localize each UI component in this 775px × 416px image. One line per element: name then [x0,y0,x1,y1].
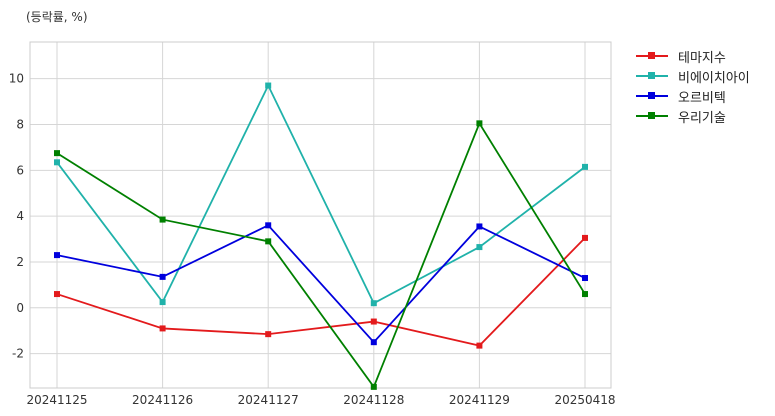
legend-label: 비에이치아이 [678,70,750,86]
data-point [159,299,166,306]
data-point [54,159,60,166]
unit-label: (등락률, %) [26,10,88,24]
series-line [56,121,586,389]
x-tick-label: 20241126 [132,393,193,407]
data-point [54,150,60,157]
data-point [265,238,272,245]
y-tick-label: 10 [9,72,24,86]
data-point [370,300,377,307]
y-tick-label: 8 [16,117,24,131]
data-point [159,325,166,332]
legend-swatch [636,50,668,62]
data-point [370,318,377,325]
legend-label: 테마지수 [678,50,726,66]
grid-lines [30,42,611,388]
data-point [265,331,272,338]
legend-swatch [636,70,668,82]
data-point [582,163,588,170]
legend-swatch [636,110,668,122]
legend-label: 우리기술 [678,110,726,126]
plot-frame [29,41,612,389]
series-line [56,237,586,347]
data-point [476,223,483,230]
data-point [265,222,272,229]
data-point [54,252,60,259]
data-point [582,234,588,241]
y-tick-label: 4 [16,209,24,223]
y-tick-label: 6 [16,163,24,177]
x-tick-label: 20241129 [449,393,510,407]
data-point [159,216,166,223]
x-tick-label: 20241128 [343,393,404,407]
legend-item: 테마지수 [636,46,750,66]
data-point [582,275,588,282]
x-tick-label: 20241127 [238,393,299,407]
y-tick-label: 0 [16,301,24,315]
series-line [56,83,586,305]
legend-item: 비에이치아이 [636,66,750,86]
y-tick-label: 2 [16,255,24,269]
legend-item: 오르비텍 [636,86,750,106]
legend-swatch [636,90,668,102]
data-point [370,383,377,390]
data-point [370,339,377,346]
data-point [265,82,272,89]
x-tick-label: 20241125 [26,393,87,407]
data-point [476,120,483,127]
y-axis-ticks: -2 0 2 4 6 8 10 [9,72,24,361]
y-tick-label: -2 [12,347,24,361]
legend-item: 우리기술 [636,106,750,126]
legend-label: 오르비텍 [678,90,726,106]
data-point [159,273,166,280]
series-lines [54,82,588,390]
data-point [476,342,483,349]
data-point [476,244,483,251]
data-point [54,291,60,298]
data-point [582,291,588,298]
x-axis-ticks: 20241125 20241126 20241127 20241128 20241129… [26,393,615,407]
x-tick-label: 20250418 [554,393,615,407]
series-line [56,224,586,344]
